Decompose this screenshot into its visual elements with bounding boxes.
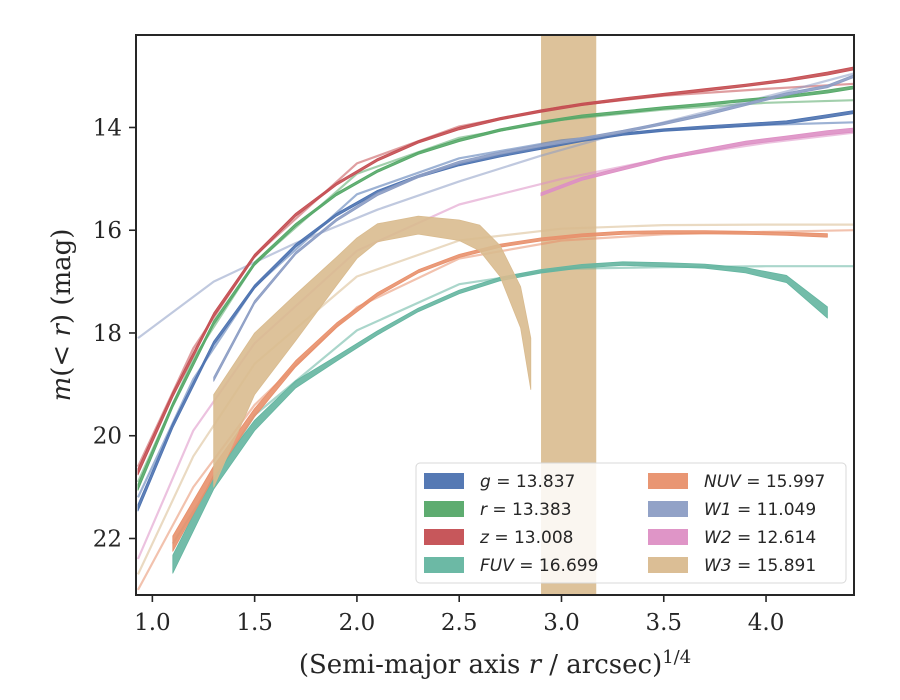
- y-axis: 14 16 18 20 22: [93, 115, 136, 552]
- legend-swatch-1: [424, 501, 464, 517]
- y-tick-label-3: 20: [93, 424, 122, 450]
- series-3-band: [172, 261, 828, 574]
- series-6-band: [540, 127, 854, 197]
- legend-swatch-7: [648, 557, 688, 573]
- y-tick-label-1: 16: [93, 218, 122, 244]
- legend-label-0: g = 13.837: [480, 472, 575, 492]
- legend-swatch-6: [648, 529, 688, 545]
- x-tick-label-6: 4.0: [748, 610, 785, 636]
- y-axis-label: m(< r) (mag): [47, 229, 77, 402]
- legend-frame: [415, 462, 847, 584]
- legend: g = 13.837 r = 13.383 z = 13.008 FUV = 16.6…: [415, 462, 847, 584]
- legend-swatch-3: [424, 557, 464, 573]
- legend-label-4: NUV = 15.997: [704, 472, 825, 492]
- x-tick-label-5: 3.5: [645, 610, 682, 636]
- legend-label-5: W1 = 11.049: [704, 500, 816, 520]
- data-layer: [136, 35, 854, 595]
- y-tick-label-4: 22: [93, 526, 122, 552]
- y-tick-label-0: 14: [93, 115, 122, 141]
- plot-frame: [135, 34, 855, 596]
- x-tick-label-3: 2.5: [441, 610, 478, 636]
- series-0-band: [137, 110, 854, 512]
- series-7-band: [213, 215, 532, 488]
- x-tick-label-2: 2.0: [339, 610, 376, 636]
- x-axis: 1.0 1.5 2.0 2.5 3.0 3.5 4.0: [134, 595, 784, 636]
- x-axis-label: (Semi-major axis r / arcsec)1/4: [299, 647, 691, 681]
- legend-label-3: FUV = 16.699: [480, 556, 598, 576]
- x-tick-label-4: 3.0: [543, 610, 580, 636]
- y-tick-label-2: 18: [93, 321, 122, 347]
- legend-swatch-2: [424, 529, 464, 545]
- legend-label-7: W3 = 15.891: [704, 556, 816, 576]
- legend-swatch-5: [648, 501, 688, 517]
- x-tick-label-0: 1.0: [134, 610, 171, 636]
- series-4-band: [172, 230, 828, 552]
- legend-swatch-0: [424, 473, 464, 489]
- series-1-band: [137, 85, 854, 491]
- x-tick-label-1: 1.5: [236, 610, 273, 636]
- series-2-band: [137, 66, 854, 476]
- series-5-band: [213, 74, 854, 382]
- legend-swatch-4: [648, 473, 688, 489]
- legend-label-1: r = 13.383: [480, 500, 572, 520]
- legend-label-6: W2 = 12.614: [704, 528, 816, 548]
- legend-label-2: z = 13.008: [479, 528, 573, 548]
